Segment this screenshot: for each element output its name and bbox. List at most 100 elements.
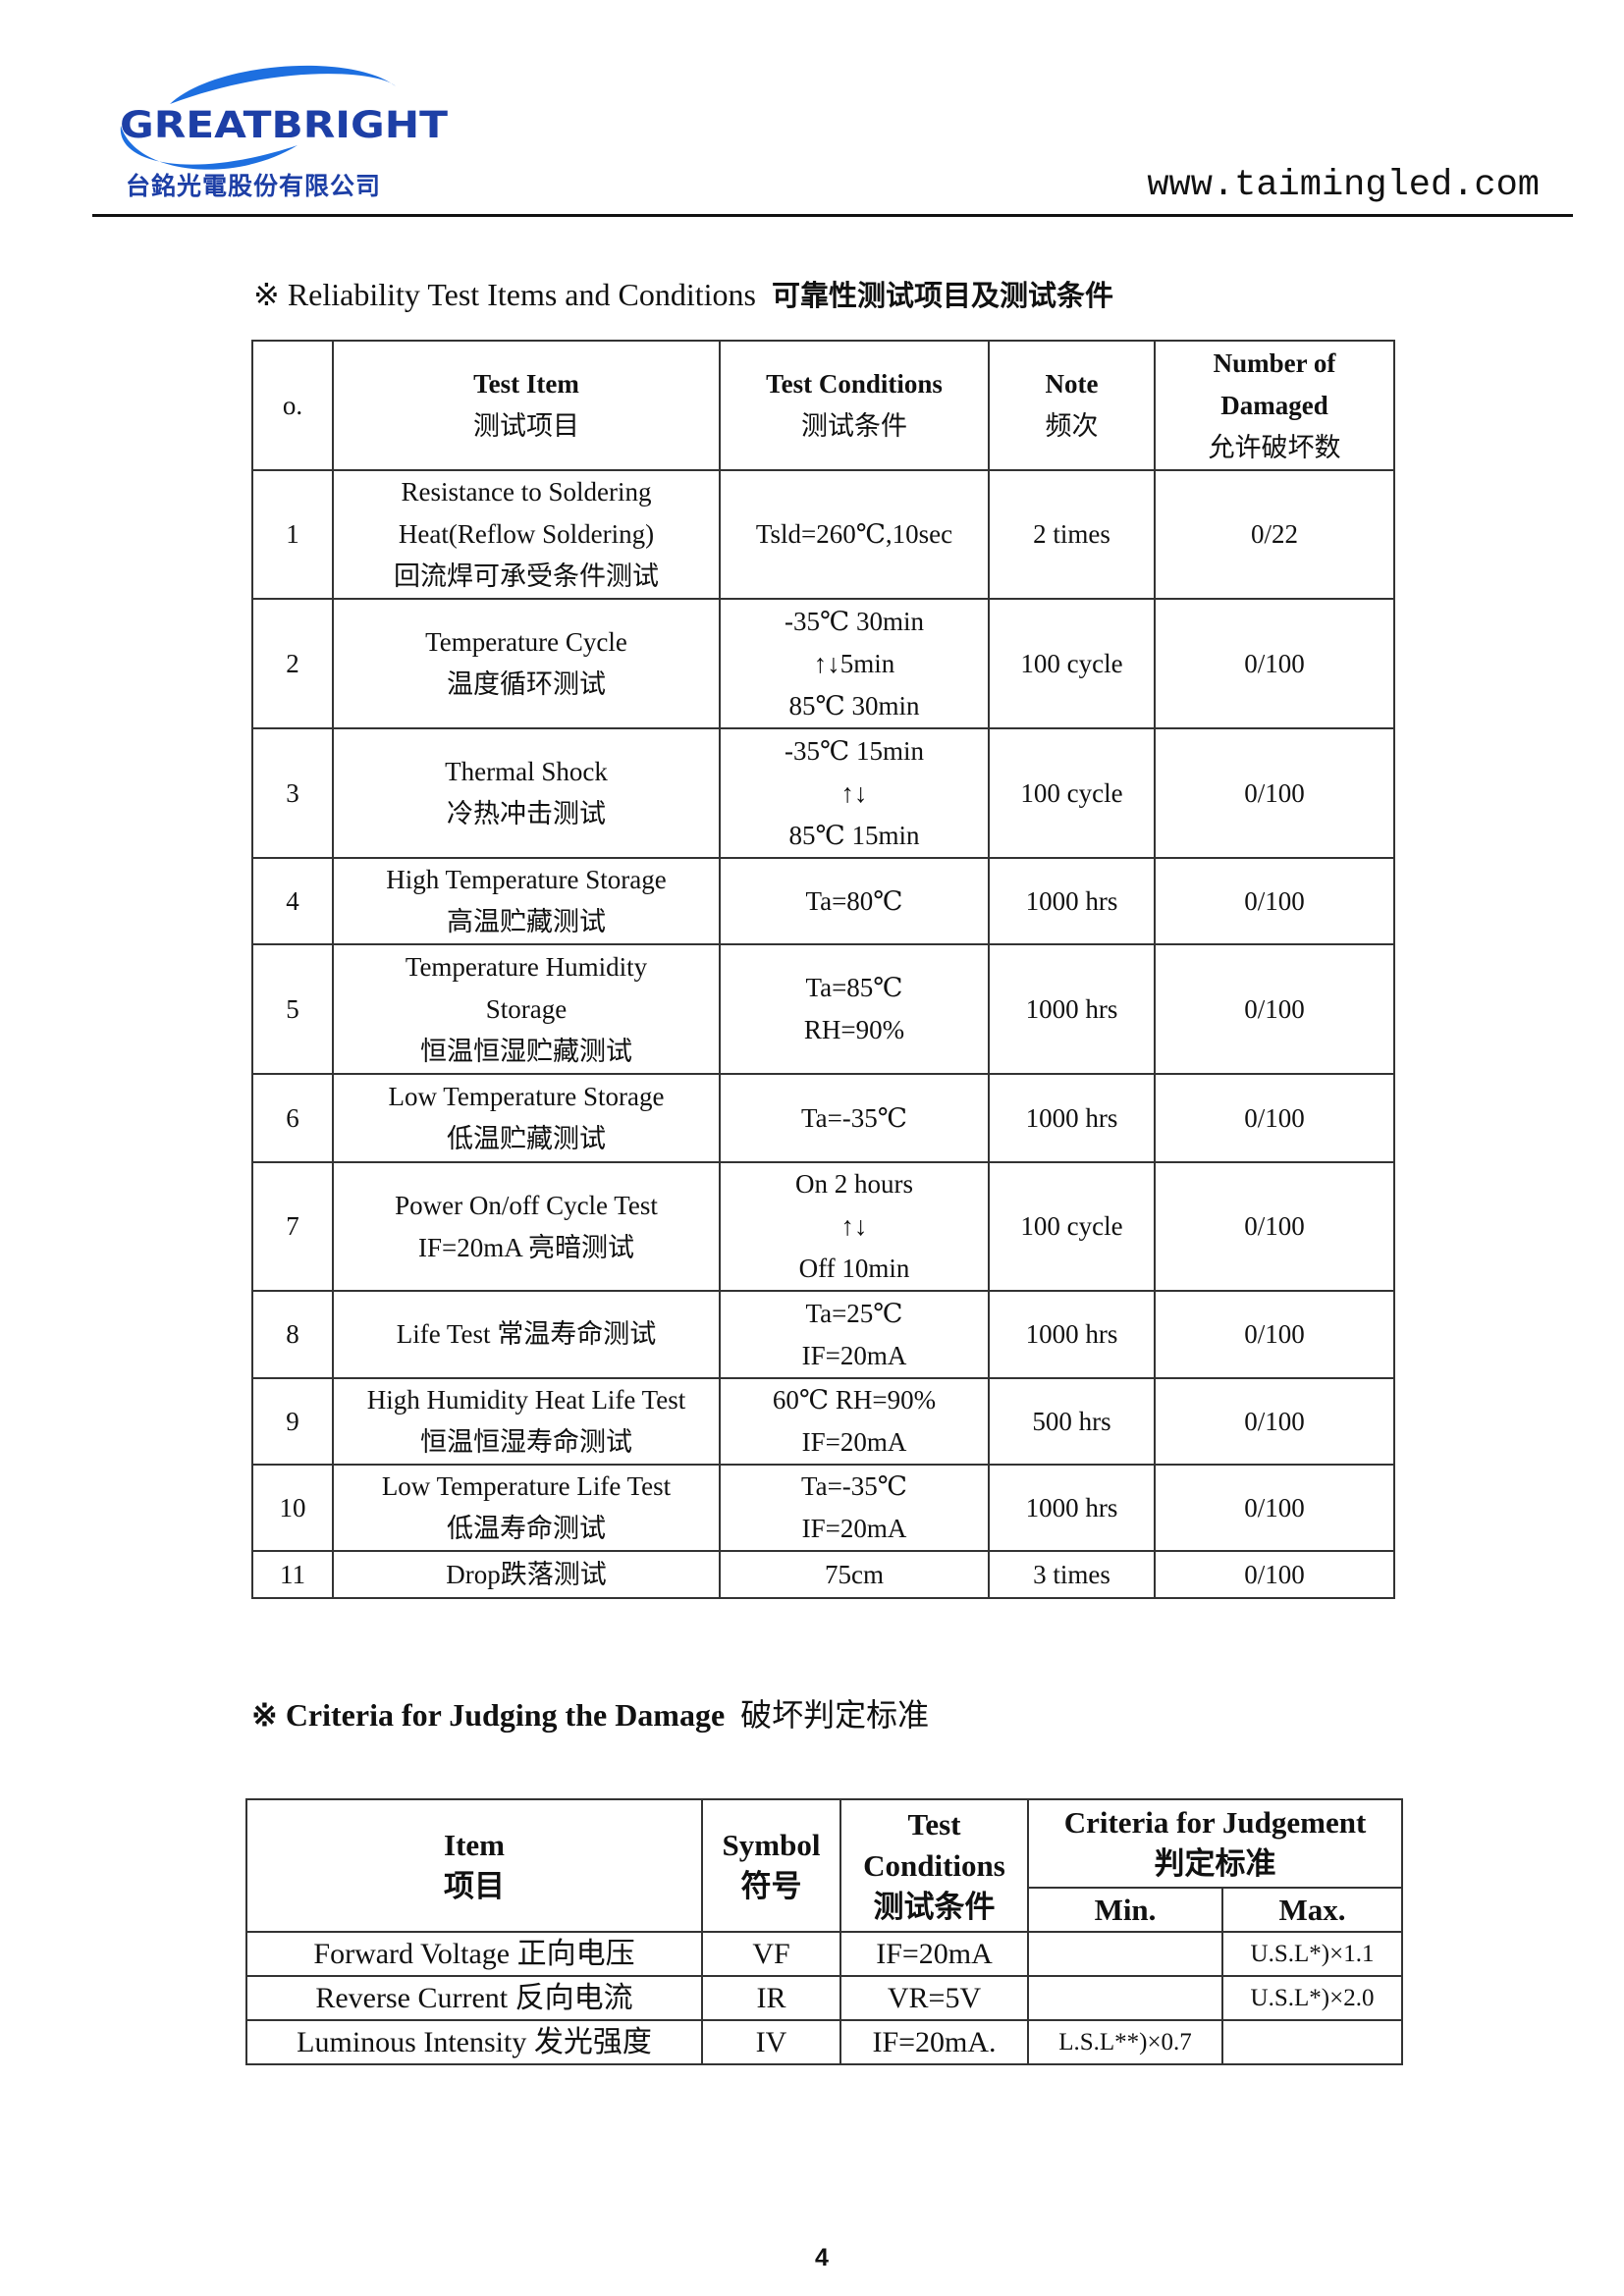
number-damaged: 0/100 — [1154, 943, 1395, 1075]
test-item: Temperature Cycle 温度循环测试 — [332, 598, 721, 729]
test-conditions: Ta=25℃ IF=20mA — [719, 1290, 990, 1379]
test-item: Life Test 常温寿命测试 — [332, 1290, 721, 1379]
table-subheader-row: Min. Max. — [246, 1887, 1403, 1933]
number-damaged: 0/100 — [1154, 1377, 1395, 1466]
test-item: Low Temperature Storage 低温贮藏测试 — [332, 1073, 721, 1163]
reliability-test-table: o. Test Item 测试项目 Test Conditions 测试条件 Not… — [251, 340, 1395, 1599]
test-item: Thermal Shock 冷热冲击测试 — [332, 727, 721, 859]
website-url: www.taimingled.com — [1147, 165, 1540, 206]
title-cn: 破坏判定标准 — [740, 1697, 930, 1733]
table-row: 11 Drop跌落测试 75cm 3 times 0/100 — [251, 1550, 1395, 1599]
header-test-conditions: Test Conditions 测试条件 — [839, 1798, 1029, 1933]
test-conditions: Ta=-35℃ — [719, 1073, 990, 1163]
header-divider — [92, 214, 1573, 217]
test-condition: IF=20mA. — [839, 2019, 1029, 2065]
company-name-cn: 台銘光電股份有限公司 — [126, 172, 382, 200]
test-conditions: -35℃ 30min ↑↓5min 85℃ 30min — [719, 598, 990, 729]
number-damaged: 0/100 — [1154, 1550, 1395, 1599]
header-test-item: Test Item 测试项目 — [332, 340, 721, 471]
reliability-section-title: ※ Reliability Test Items and Conditions … — [253, 273, 1113, 314]
note: 1000 hrs — [988, 1073, 1156, 1163]
header-min: Min. — [1027, 1887, 1223, 1933]
table-row: 9 High Humidity Heat Life Test 恒温恒湿寿命测试 60℃… — [251, 1377, 1395, 1466]
test-item: Power On/off Cycle Test IF=20mA 亮暗测试 — [332, 1161, 721, 1292]
table-row: 4 High Temperature Storage 高温贮藏测试 Ta=80℃ 100… — [251, 857, 1395, 945]
row-number: 6 — [251, 1073, 334, 1163]
max-criteria — [1221, 2019, 1403, 2065]
test-conditions: Ta=-35℃ IF=20mA — [719, 1464, 990, 1552]
table-row: 8 Life Test 常温寿命测试 Ta=25℃ IF=20mA 1000 hrs 0/… — [251, 1290, 1395, 1379]
header-no: o. — [251, 340, 334, 471]
header-note: Note 频次 — [988, 340, 1156, 471]
title-cn: 可靠性测试项目及测试条件 — [771, 279, 1113, 312]
note: 2 times — [988, 469, 1156, 600]
test-conditions: On 2 hours ↑↓ Off 10min — [719, 1161, 990, 1292]
header-criteria: Criteria for Judgement 判定标准 — [1027, 1798, 1403, 1889]
table-row: Forward Voltage 正向电压 VF IF=20mA U.S.L*)×1.1 — [245, 1931, 1403, 1977]
symbol: VF — [701, 1931, 841, 1977]
number-damaged: 0/100 — [1154, 727, 1395, 859]
title-en: Criteria for Judging the Damage — [285, 1697, 726, 1733]
row-number: 9 — [251, 1377, 334, 1466]
test-item: High Humidity Heat Life Test 恒温恒湿寿命测试 — [332, 1377, 721, 1466]
max-criteria: U.S.L*)×1.1 — [1221, 1931, 1403, 1977]
criteria-item: Reverse Current 反向电流 — [245, 1975, 703, 2021]
note: 1000 hrs — [988, 943, 1156, 1075]
table-header-row: Item 项目 Symbol 符号 Test Conditions 测试条件 Crite… — [245, 1798, 1403, 1933]
min-criteria — [1027, 1975, 1223, 2021]
table-row: Reverse Current 反向电流 IR VR=5V U.S.L*)×2.0 — [245, 1975, 1403, 2021]
row-number: 11 — [251, 1550, 334, 1599]
reference-mark: ※ — [251, 1697, 278, 1733]
header-symbol: Symbol 符号 — [701, 1798, 841, 1933]
criteria-item: Forward Voltage 正向电压 — [245, 1931, 703, 1977]
max-criteria: U.S.L*)×2.0 — [1221, 1975, 1403, 2021]
table-row: 5 Temperature Humidity Storage 恒温恒湿贮藏测试 Ta=8… — [251, 943, 1395, 1075]
test-item: High Temperature Storage 高温贮藏测试 — [332, 857, 721, 945]
row-number: 3 — [251, 727, 334, 859]
table-row: 1 Resistance to Soldering Heat(Reflow Sold… — [251, 469, 1395, 600]
test-item: Temperature Humidity Storage 恒温恒湿贮藏测试 — [332, 943, 721, 1075]
table-row: 3 Thermal Shock 冷热冲击测试 -35℃ 15min ↑↓ 85℃ 15mi… — [251, 727, 1395, 859]
number-damaged: 0/100 — [1154, 1161, 1395, 1292]
number-damaged: 0/100 — [1154, 857, 1395, 945]
symbol: IV — [701, 2019, 841, 2065]
number-damaged: 0/100 — [1154, 598, 1395, 729]
test-condition: IF=20mA — [839, 1931, 1029, 1977]
row-number: 10 — [251, 1464, 334, 1552]
header-item: Item 项目 — [245, 1798, 703, 1933]
number-damaged: 0/22 — [1154, 469, 1395, 600]
number-damaged: 0/100 — [1154, 1073, 1395, 1163]
test-conditions: 60℃ RH=90% IF=20mA — [719, 1377, 990, 1466]
row-number: 7 — [251, 1161, 334, 1292]
note: 1000 hrs — [988, 1464, 1156, 1552]
header-number-damaged: Number of Damaged 允许破坏数 — [1154, 340, 1395, 471]
note: 500 hrs — [988, 1377, 1156, 1466]
min-criteria: L.S.L**)×0.7 — [1027, 2019, 1223, 2065]
note: 1000 hrs — [988, 1290, 1156, 1379]
row-number: 2 — [251, 598, 334, 729]
test-conditions: Ta=80℃ — [719, 857, 990, 945]
row-number: 4 — [251, 857, 334, 945]
note: 3 times — [988, 1550, 1156, 1599]
header-max: Max. — [1221, 1887, 1403, 1933]
test-item: Low Temperature Life Test 低温寿命测试 — [332, 1464, 721, 1552]
note: 100 cycle — [988, 1161, 1156, 1292]
number-damaged: 0/100 — [1154, 1464, 1395, 1552]
test-conditions: -35℃ 15min ↑↓ 85℃ 15min — [719, 727, 990, 859]
test-conditions: Ta=85℃ RH=90% — [719, 943, 990, 1075]
company-logo: GREATBRIGHT — [120, 65, 449, 170]
note: 100 cycle — [988, 598, 1156, 729]
symbol: IR — [701, 1975, 841, 2021]
table-row: 6 Low Temperature Storage 低温贮藏测试 Ta=-35℃ 100… — [251, 1073, 1395, 1163]
note: 100 cycle — [988, 727, 1156, 859]
test-conditions: 75cm — [719, 1550, 990, 1599]
test-item: Drop跌落测试 — [332, 1550, 721, 1599]
test-condition: VR=5V — [839, 1975, 1029, 2021]
row-number: 8 — [251, 1290, 334, 1379]
row-number: 5 — [251, 943, 334, 1075]
note: 1000 hrs — [988, 857, 1156, 945]
number-damaged: 0/100 — [1154, 1290, 1395, 1379]
test-conditions: Tsld=260℃,10sec — [719, 469, 990, 600]
page-number: 4 — [815, 2244, 829, 2271]
table-header-row: o. Test Item 测试项目 Test Conditions 测试条件 Not… — [251, 340, 1395, 471]
